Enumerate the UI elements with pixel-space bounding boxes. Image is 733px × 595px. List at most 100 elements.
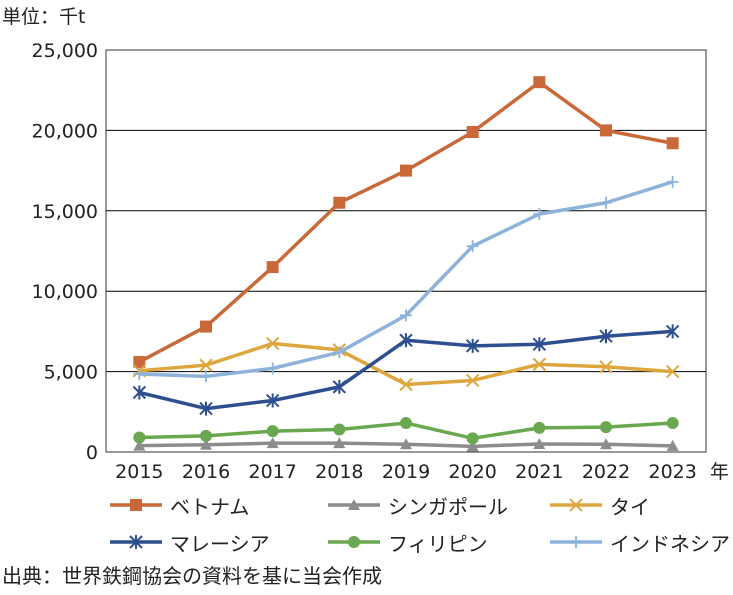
data-point <box>599 329 613 344</box>
data-point <box>266 437 279 449</box>
x-tick-label: 2018 <box>315 461 363 483</box>
data-point <box>399 333 413 348</box>
series-4 <box>132 324 680 416</box>
legend-marker <box>129 535 143 549</box>
legend-label: シンガポール <box>388 494 508 519</box>
data-point <box>600 124 612 137</box>
data-point <box>533 437 546 449</box>
legend-label: マレーシア <box>170 531 270 556</box>
legend-swatch <box>328 499 380 510</box>
data-point <box>333 437 346 449</box>
x-tick-label: 2023 <box>648 461 696 483</box>
x-tick-label: 2016 <box>182 461 230 483</box>
legend-marker <box>569 498 583 512</box>
legend-marker <box>348 536 360 548</box>
legend-label: ベトナム <box>170 494 250 519</box>
unit-label: 単位：千t <box>2 6 86 28</box>
data-point <box>266 261 279 274</box>
series-2 <box>133 437 679 452</box>
data-point <box>532 337 547 352</box>
legend-label: フィリピン <box>388 531 488 556</box>
data-point <box>265 336 280 351</box>
data-point <box>133 368 146 381</box>
legend-marker <box>570 536 582 548</box>
series-layer <box>132 76 680 452</box>
data-point <box>666 439 679 451</box>
data-point <box>466 126 479 139</box>
data-point <box>666 137 679 150</box>
data-point <box>399 377 413 392</box>
data-point <box>266 425 279 438</box>
series-line <box>139 341 673 387</box>
y-tick-label: 10,000 <box>32 281 98 303</box>
data-point <box>400 164 412 177</box>
legend-item: インドネシア <box>548 527 730 557</box>
legend-item: フィリピン <box>326 527 488 557</box>
data-point <box>666 417 679 430</box>
series-5 <box>133 417 679 445</box>
plot-frame <box>105 49 707 453</box>
data-point <box>266 362 279 375</box>
data-point <box>466 432 479 445</box>
data-point <box>532 357 547 372</box>
data-point <box>466 240 479 253</box>
legend-label: インドネシア <box>610 531 730 556</box>
data-point <box>599 360 613 374</box>
legend-label: タイ <box>610 494 650 519</box>
data-point <box>400 438 412 450</box>
data-point <box>200 438 212 450</box>
x-axis-label: 年 <box>710 461 729 483</box>
data-point <box>333 196 346 209</box>
legend-item: シンガポール <box>326 490 508 520</box>
data-point <box>665 364 680 379</box>
data-point <box>533 208 546 221</box>
data-point <box>665 324 680 339</box>
y-tick-label: 20,000 <box>32 120 98 142</box>
legend-swatch <box>110 535 162 549</box>
data-point <box>333 346 346 359</box>
data-point <box>533 76 546 89</box>
y-tick-label: 5,000 <box>44 362 98 384</box>
x-axis: 2015 2016 2017 2018 2019 2020 2021 2022 2023 年 <box>115 461 729 483</box>
data-point <box>132 385 147 400</box>
data-point <box>465 338 480 353</box>
x-tick-label: 2020 <box>448 461 496 483</box>
data-point <box>466 440 479 452</box>
legend-swatch <box>328 536 380 548</box>
data-point <box>533 421 546 434</box>
x-tick-label: 2019 <box>382 461 430 483</box>
legend-swatch <box>550 536 602 548</box>
series-3 <box>132 336 680 392</box>
y-tick-label: 15,000 <box>32 201 98 223</box>
data-point <box>133 439 146 451</box>
x-tick-label: 2022 <box>582 461 630 483</box>
data-point <box>600 438 612 450</box>
legend-marker <box>348 499 360 510</box>
data-point <box>600 196 612 209</box>
data-point <box>199 401 213 416</box>
y-tick-label: 0 <box>86 442 98 464</box>
data-point <box>200 320 212 333</box>
data-point <box>400 309 412 322</box>
series-6 <box>133 175 679 383</box>
data-point <box>200 370 212 383</box>
data-point <box>465 373 480 388</box>
data-point <box>200 429 212 442</box>
data-point <box>600 421 612 434</box>
y-axis: 0 5,000 10,000 15,000 20,000 25,000 <box>32 40 98 464</box>
data-point <box>333 423 346 436</box>
x-tick-label: 2017 <box>248 461 296 483</box>
x-tick-label: 2015 <box>115 461 163 483</box>
data-point <box>332 379 347 394</box>
series-1 <box>133 76 679 368</box>
legend-swatch <box>110 499 162 511</box>
legend-marker <box>130 499 142 511</box>
data-point <box>666 175 679 188</box>
legend-swatch <box>550 498 602 512</box>
source-note: 出典：世界鉄鋼協会の資料を基に当会作成 <box>2 564 382 588</box>
data-point <box>133 431 146 444</box>
data-point <box>199 358 213 372</box>
data-point <box>133 355 146 368</box>
legend-item: ベトナム <box>108 490 249 520</box>
